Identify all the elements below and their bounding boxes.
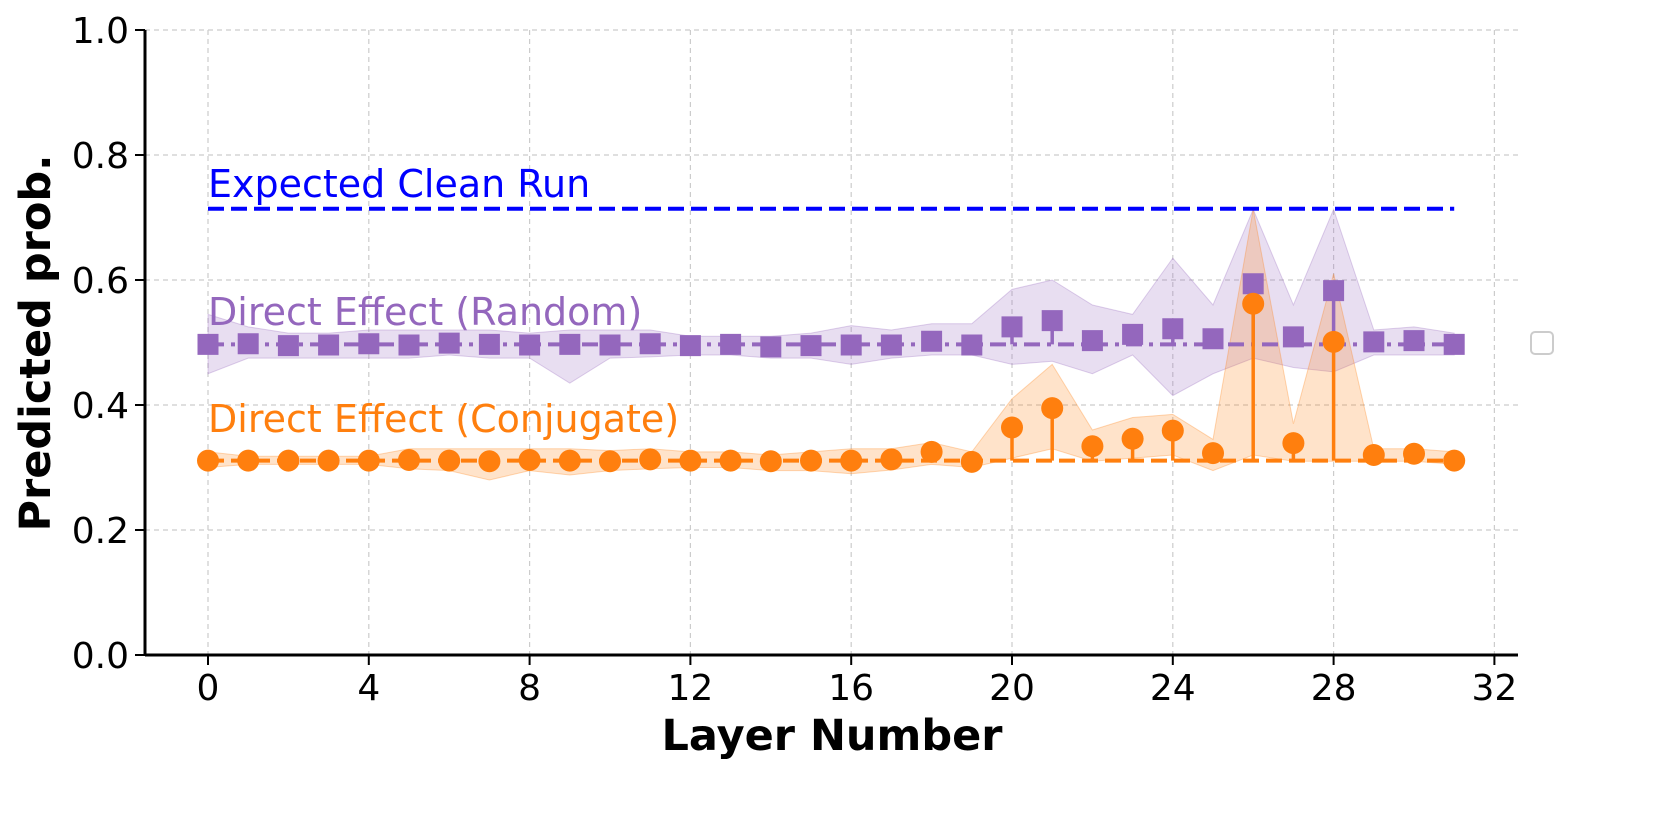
marker-conjugate: [800, 449, 822, 472]
marker-random: [358, 333, 380, 355]
marker-conjugate: [759, 450, 782, 473]
marker-random: [1122, 323, 1144, 345]
marker-random: [1081, 330, 1103, 352]
reference-line-label: Expected Clean Run: [208, 162, 590, 206]
marker-conjugate: [719, 449, 742, 472]
marker-random: [1242, 273, 1264, 295]
y-tick-label: 0.4: [72, 386, 129, 427]
marker-conjugate: [1161, 419, 1184, 442]
series-label-random: Direct Effect (Random): [208, 290, 642, 334]
marker-conjugate: [1322, 330, 1345, 353]
marker-random: [921, 330, 943, 352]
marker-conjugate: [679, 449, 702, 472]
marker-random: [880, 334, 902, 356]
marker-random: [720, 333, 742, 355]
marker-conjugate: [880, 448, 903, 471]
marker-random: [237, 333, 259, 355]
axes: [143, 30, 1518, 657]
marker-random: [1282, 326, 1304, 348]
marker-random: [1162, 318, 1184, 340]
marker-random: [438, 332, 460, 354]
x-tick-label: 20: [989, 668, 1035, 709]
x-tick-label: 4: [357, 668, 380, 709]
marker-random: [679, 335, 701, 357]
marker-random: [800, 335, 822, 357]
y-tick-label: 0.2: [72, 511, 129, 552]
marker-conjugate: [1282, 432, 1305, 455]
marker-random: [277, 335, 299, 357]
marker-conjugate: [1041, 397, 1064, 420]
y-tick-label: 0.8: [72, 136, 129, 177]
marker-conjugate: [599, 450, 621, 473]
marker-conjugate: [197, 449, 219, 472]
marker-random: [1323, 280, 1345, 302]
marker-random: [639, 333, 661, 355]
marker-conjugate: [960, 450, 983, 473]
marker-random: [1443, 333, 1465, 355]
marker-conjugate: [1001, 416, 1023, 439]
labels: Layer Number Predicted prob. Expected Cl…: [11, 154, 1003, 761]
marker-conjugate: [277, 449, 300, 472]
marker-random: [840, 334, 862, 356]
marker-conjugate: [518, 449, 541, 471]
marker-conjugate: [1443, 449, 1466, 472]
marker-random: [599, 334, 621, 356]
marker-conjugate: [237, 449, 260, 472]
x-axis-title: Layer Number: [661, 711, 1003, 761]
marker-conjugate: [840, 449, 863, 472]
x-tick-label: 8: [518, 668, 541, 709]
marker-random: [1363, 331, 1385, 353]
marker-random: [961, 334, 983, 356]
y-tick-label: 0.6: [72, 261, 129, 302]
marker-random: [478, 333, 500, 355]
marker-random: [197, 333, 219, 355]
marker-random: [398, 334, 420, 356]
marker-conjugate: [478, 450, 501, 473]
marker-conjugate: [438, 449, 461, 472]
ticks: 0 4 8 12 16 20 24 28 32 0.0 0.2 0.4 0.6 0.8 1.0: [72, 11, 1518, 709]
marker-random: [519, 334, 541, 356]
x-tick-label: 12: [667, 668, 713, 709]
marker-conjugate: [920, 440, 943, 463]
marker-conjugate: [357, 449, 380, 472]
x-tick-label: 16: [828, 668, 874, 709]
marker-conjugate: [1362, 444, 1385, 466]
marker-random: [1041, 310, 1063, 332]
marker-conjugate: [1403, 442, 1425, 465]
y-tick-label: 1.0: [72, 11, 129, 52]
y-axis-title: Predicted prob.: [11, 154, 61, 531]
x-tick-label: 28: [1311, 668, 1357, 709]
marker-random: [1001, 316, 1023, 338]
marker-conjugate: [639, 448, 662, 471]
marker-conjugate: [1081, 435, 1104, 458]
marker-random: [1403, 330, 1425, 352]
series-label-conjugate: Direct Effect (Conjugate): [208, 397, 679, 441]
marker-conjugate: [317, 449, 340, 472]
marker-random: [559, 333, 581, 355]
marker-random: [318, 334, 340, 356]
marker-conjugate: [1242, 292, 1265, 315]
marker-conjugate: [1121, 427, 1144, 450]
x-tick-label: 32: [1471, 668, 1517, 709]
empty-legend-box: [1530, 331, 1554, 355]
marker-random: [760, 336, 782, 358]
marker-conjugate: [1202, 442, 1224, 465]
marker-conjugate: [558, 449, 581, 472]
y-tick-label: 0.0: [72, 636, 129, 677]
marker-random: [1202, 328, 1224, 350]
markers: [197, 273, 1466, 473]
x-tick-label: 0: [197, 668, 220, 709]
x-tick-label: 24: [1150, 668, 1196, 709]
marker-conjugate: [398, 449, 420, 471]
